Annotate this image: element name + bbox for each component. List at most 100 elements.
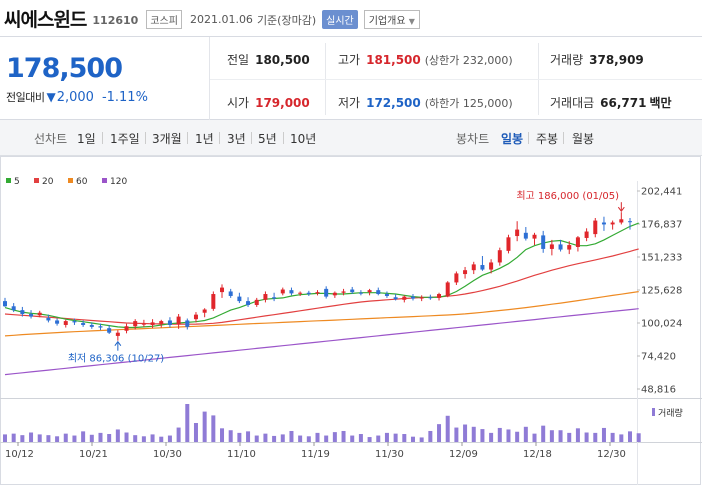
stat-label: 거래대금 xyxy=(550,96,595,110)
stat-prev-close: 전일 180,500 xyxy=(227,51,310,68)
candle-body xyxy=(298,292,303,294)
candle-body xyxy=(37,312,42,316)
candle-body xyxy=(306,292,311,295)
volume-legend-swatch xyxy=(652,408,655,416)
tab-separator xyxy=(219,132,220,144)
tab-period-5y[interactable]: 5년 xyxy=(258,132,277,146)
candle-body xyxy=(437,294,442,298)
tab-period-3y[interactable]: 3년 xyxy=(227,132,246,146)
candle-body xyxy=(228,291,233,296)
stat-label: 시가 xyxy=(227,96,250,110)
volume-bar xyxy=(98,432,103,442)
tab-separator xyxy=(528,132,529,144)
volume-bar xyxy=(541,425,546,442)
company-name[interactable]: 씨에스윈드 xyxy=(4,8,87,31)
volume-bar xyxy=(55,436,60,442)
candle-body xyxy=(263,294,268,300)
candle-body xyxy=(567,245,572,250)
tab-period-3m[interactable]: 3개월 xyxy=(152,132,182,146)
candle-body xyxy=(115,332,120,336)
price-chart[interactable]: 5 20 60 120 202,441 176,837 151,233 125,628 100,… xyxy=(0,156,702,485)
tab-period-10y[interactable]: 10년 xyxy=(290,132,317,146)
candle-body xyxy=(532,234,537,239)
candle-body xyxy=(523,232,528,239)
tab-weekly-candle[interactable]: 주봉 xyxy=(536,132,559,146)
candle-body xyxy=(619,219,624,223)
volume-bar xyxy=(454,427,459,442)
stat-low: 저가 172,500 (하한가 125,000) xyxy=(338,94,513,111)
candle-body xyxy=(159,321,164,324)
volume-bar xyxy=(263,433,268,442)
volume-legend-label: 거래량 xyxy=(658,407,683,419)
volume-bar xyxy=(636,433,641,442)
candle-body xyxy=(272,297,277,299)
stat-open: 시가 179,000 xyxy=(227,94,310,111)
lower-limit: (하한가 125,000) xyxy=(424,97,513,110)
candle-chart-label: 봉차트 xyxy=(456,132,490,146)
candle-body xyxy=(610,222,615,225)
candle-body xyxy=(72,321,77,323)
volume-bar xyxy=(497,427,502,442)
volume-bar xyxy=(628,431,632,442)
volume-bar xyxy=(272,435,277,442)
tab-daily-candle[interactable]: 일봉 xyxy=(501,132,524,146)
tab-period-1y[interactable]: 1년 xyxy=(195,132,214,146)
volume-bar xyxy=(298,435,303,442)
volume-bar xyxy=(246,431,251,442)
stat-amount: 거래대금 66,771 백만 xyxy=(550,94,672,111)
legend-swatch xyxy=(34,178,39,183)
stock-header: 씨에스윈드 112610 코스피 2021.01.06 기준(장마감) 실시간 … xyxy=(0,0,702,36)
candle-body xyxy=(463,270,468,275)
tab-period-1d[interactable]: 1일 xyxy=(77,132,96,146)
candle-body xyxy=(384,294,389,296)
volume-bar xyxy=(506,429,511,442)
candle-body xyxy=(367,290,372,293)
volume-bar xyxy=(593,432,598,442)
volume-bar xyxy=(393,433,398,442)
volume-bar xyxy=(350,435,355,442)
candle-body xyxy=(167,320,172,325)
candle-body xyxy=(55,320,60,324)
company-info-dropdown[interactable]: 기업개요 ▼ xyxy=(363,10,420,29)
change-label: 전일대비 xyxy=(6,91,45,104)
candle-body xyxy=(98,326,103,328)
x-tick-label: 10/12 xyxy=(5,449,34,460)
candle-body xyxy=(280,289,285,294)
volume-bar xyxy=(211,415,216,442)
tab-separator xyxy=(187,132,188,144)
change-value: 2,000 xyxy=(56,89,94,105)
volume-bar xyxy=(133,435,138,442)
current-price-box: 178,500 전일대비 ▼ 2,000 -1.11% xyxy=(0,37,210,121)
volume-bar xyxy=(489,432,494,442)
candle-body xyxy=(506,237,511,251)
candle-body xyxy=(63,321,68,325)
candle-body xyxy=(11,306,16,311)
upper-limit: (상한가 232,000) xyxy=(424,54,513,67)
candle-body xyxy=(350,289,355,293)
x-tick-label: 10/30 xyxy=(153,449,182,460)
candle-body xyxy=(541,235,546,249)
realtime-button[interactable]: 실시간 xyxy=(322,10,358,29)
candle-body xyxy=(393,297,398,300)
change-rate: -1.11% xyxy=(101,89,148,105)
candle-body xyxy=(176,316,181,325)
candle-body xyxy=(3,301,7,307)
candle-body xyxy=(454,273,459,283)
tab-separator xyxy=(145,132,146,144)
candle-body xyxy=(289,290,294,294)
volume-bar xyxy=(167,435,172,442)
legend-label: 120 xyxy=(110,177,127,187)
volume-bar xyxy=(63,433,68,442)
volume-bar xyxy=(376,435,381,442)
tab-period-1w[interactable]: 1주일 xyxy=(110,132,140,146)
y-tick-label: 48,816 xyxy=(641,385,676,396)
candle-body xyxy=(497,250,502,263)
candle-body xyxy=(376,290,381,295)
volume-bar xyxy=(567,432,572,442)
candle-body xyxy=(410,296,415,299)
tab-monthly-candle[interactable]: 월봉 xyxy=(572,132,595,146)
stat-value: 378,909 xyxy=(589,53,644,67)
volume-bar xyxy=(254,435,259,442)
volume-bar xyxy=(289,430,294,442)
price-date: 2021.01.06 xyxy=(189,13,253,26)
